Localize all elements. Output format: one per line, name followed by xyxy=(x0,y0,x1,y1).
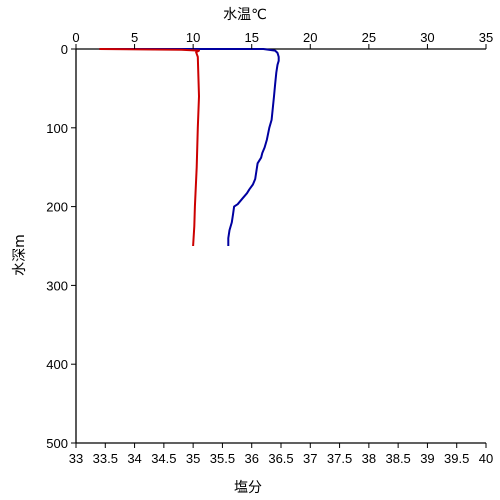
bottom-tick-label: 34.5 xyxy=(151,451,176,466)
top-axis-title: 水温℃ xyxy=(223,7,267,23)
bottom-tick-label: 37.5 xyxy=(327,451,352,466)
bottom-tick-label: 40 xyxy=(479,451,493,466)
y-tick-label: 300 xyxy=(46,278,68,293)
plot-frame xyxy=(75,48,486,444)
top-tick-label: 35 xyxy=(479,30,493,45)
y-tick-label: 200 xyxy=(46,200,68,215)
bottom-tick-label: 36.5 xyxy=(268,451,293,466)
top-tick-label: 10 xyxy=(186,30,200,45)
bottom-tick-label: 35 xyxy=(186,451,200,466)
top-tick-label: 20 xyxy=(303,30,317,45)
y-tick-label: 500 xyxy=(46,436,68,451)
salinity-profile-line xyxy=(99,48,200,247)
bottom-tick-label: 37 xyxy=(303,451,317,466)
top-tick-label: 30 xyxy=(420,30,434,45)
tick-layer: 0 5 10 15 20 25 30 35 33 33.5 34 34.5 35 35.5 36 36.5 37… xyxy=(46,30,493,466)
top-tick-label: 25 xyxy=(362,30,376,45)
y-tick-label: 0 xyxy=(61,42,68,57)
bottom-tick-label: 39 xyxy=(420,451,434,466)
bottom-tick-label: 36 xyxy=(244,451,258,466)
bottom-tick-label: 33.5 xyxy=(93,451,118,466)
series-layer xyxy=(99,48,280,247)
bottom-tick-label: 38.5 xyxy=(385,451,410,466)
bottom-tick-label: 35.5 xyxy=(210,451,235,466)
bottom-tick-label: 33 xyxy=(69,451,83,466)
bottom-tick-label: 38 xyxy=(362,451,376,466)
bottom-tick-label: 34 xyxy=(127,451,141,466)
bottom-axis-title: 塩分 xyxy=(234,480,262,496)
temperature-profile-line xyxy=(99,48,280,246)
top-tick-label: 15 xyxy=(244,30,258,45)
top-tick-label: 5 xyxy=(131,30,138,45)
y-tick-label: 400 xyxy=(46,357,68,372)
top-tick-label: 0 xyxy=(72,30,79,45)
y-axis-title: 水深m xyxy=(12,234,28,276)
bottom-tick-label: 39.5 xyxy=(444,451,469,466)
y-tick-label: 100 xyxy=(46,121,68,136)
